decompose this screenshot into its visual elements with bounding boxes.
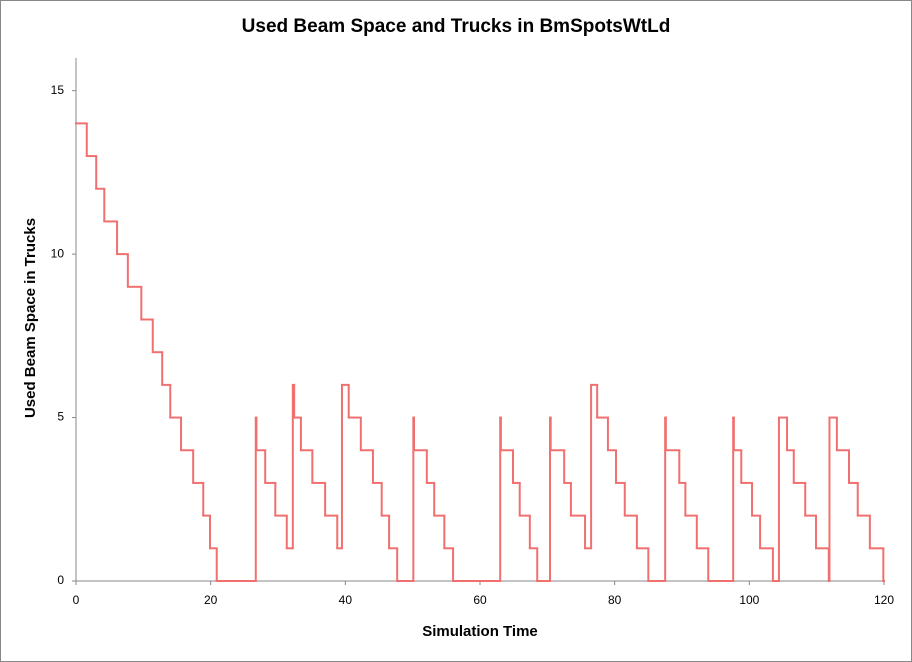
x-tick-label: 100 <box>739 593 759 607</box>
y-tick-label: 15 <box>51 83 65 97</box>
x-tick-label: 0 <box>73 593 80 607</box>
x-tick-label: 80 <box>608 593 622 607</box>
x-tick-label: 40 <box>339 593 353 607</box>
y-tick-label: 10 <box>51 246 65 260</box>
x-tick-label: 20 <box>204 593 218 607</box>
y-tick-label: 5 <box>57 410 64 424</box>
x-axis-label: Simulation Time <box>422 623 538 640</box>
x-tick-label: 60 <box>473 593 487 607</box>
y-tick-label: 0 <box>57 573 64 587</box>
y-axis-label: Used Beam Space in Trucks <box>22 218 39 418</box>
x-tick-label: 120 <box>874 593 894 607</box>
chart-title: Used Beam Space and Trucks in BmSpotsWtL… <box>242 16 671 37</box>
